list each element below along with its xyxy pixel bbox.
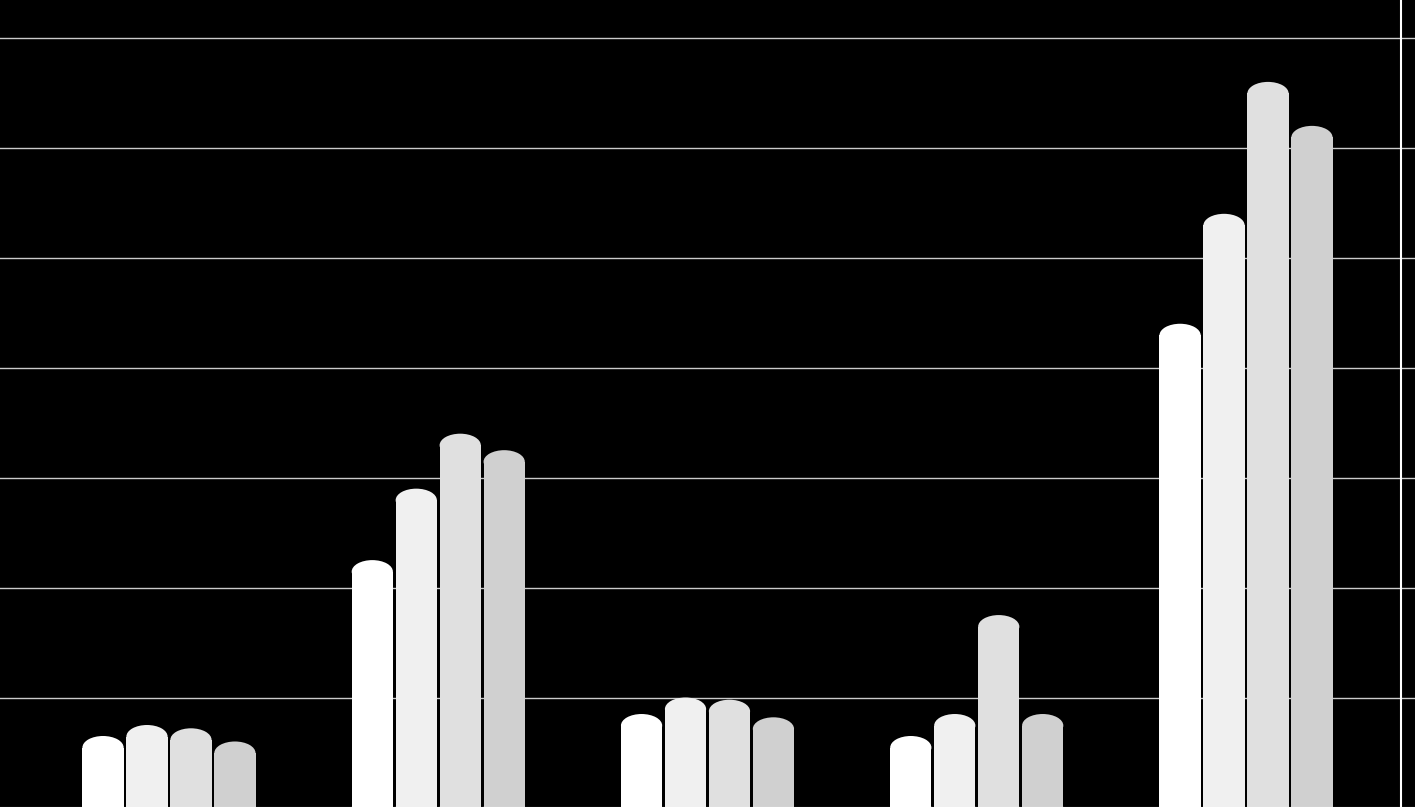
Polygon shape — [665, 709, 706, 808]
Ellipse shape — [1159, 324, 1201, 347]
Ellipse shape — [440, 797, 481, 808]
Ellipse shape — [1248, 797, 1289, 808]
Ellipse shape — [170, 797, 212, 808]
Ellipse shape — [1203, 214, 1245, 237]
Ellipse shape — [621, 714, 662, 737]
Ellipse shape — [890, 736, 931, 759]
Ellipse shape — [665, 697, 706, 721]
Ellipse shape — [978, 615, 1019, 638]
Ellipse shape — [170, 728, 212, 751]
Ellipse shape — [934, 797, 975, 808]
Ellipse shape — [753, 718, 794, 740]
Ellipse shape — [440, 434, 481, 457]
Polygon shape — [1248, 94, 1289, 808]
Ellipse shape — [1203, 797, 1245, 808]
Ellipse shape — [352, 797, 393, 808]
Ellipse shape — [214, 797, 256, 808]
Ellipse shape — [1292, 126, 1333, 149]
Ellipse shape — [1159, 797, 1201, 808]
Polygon shape — [709, 711, 750, 808]
Ellipse shape — [1022, 714, 1063, 737]
Ellipse shape — [1292, 797, 1333, 808]
Polygon shape — [1292, 137, 1333, 808]
Polygon shape — [934, 726, 975, 808]
Ellipse shape — [621, 797, 662, 808]
Ellipse shape — [214, 742, 256, 764]
Ellipse shape — [1022, 797, 1063, 808]
Ellipse shape — [352, 560, 393, 583]
Ellipse shape — [665, 797, 706, 808]
Ellipse shape — [126, 797, 167, 808]
Polygon shape — [1159, 335, 1201, 808]
Polygon shape — [753, 729, 794, 808]
Ellipse shape — [890, 797, 931, 808]
Ellipse shape — [709, 797, 750, 808]
Polygon shape — [621, 726, 662, 808]
Ellipse shape — [709, 700, 750, 723]
Ellipse shape — [484, 797, 525, 808]
Ellipse shape — [82, 797, 123, 808]
Polygon shape — [1203, 225, 1245, 808]
Polygon shape — [890, 747, 931, 808]
Ellipse shape — [82, 736, 123, 759]
Polygon shape — [440, 445, 481, 808]
Polygon shape — [484, 461, 525, 808]
Ellipse shape — [753, 797, 794, 808]
Ellipse shape — [978, 797, 1019, 808]
Polygon shape — [352, 571, 393, 808]
Polygon shape — [978, 627, 1019, 808]
Ellipse shape — [396, 489, 437, 511]
Polygon shape — [1022, 726, 1063, 808]
Polygon shape — [396, 500, 437, 808]
Polygon shape — [170, 740, 212, 808]
Polygon shape — [126, 737, 167, 808]
Polygon shape — [82, 747, 123, 808]
Polygon shape — [214, 753, 256, 808]
Ellipse shape — [1248, 82, 1289, 105]
Ellipse shape — [126, 725, 167, 748]
Ellipse shape — [396, 797, 437, 808]
Ellipse shape — [484, 450, 525, 473]
Ellipse shape — [934, 714, 975, 737]
